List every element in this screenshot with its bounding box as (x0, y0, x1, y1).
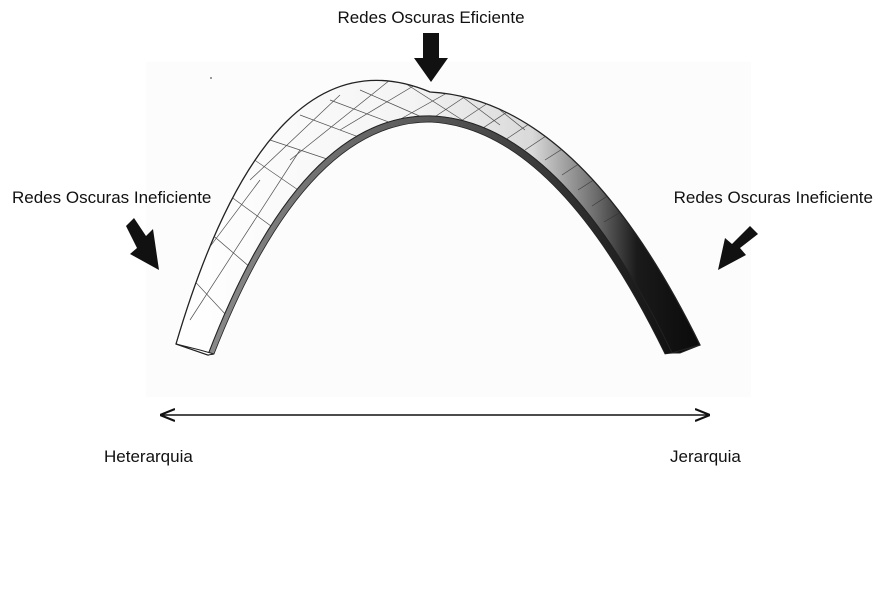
left-label: Redes Oscuras Ineficiente (12, 188, 212, 207)
right-arrow-icon (718, 226, 758, 270)
top-arrow-icon (414, 33, 448, 82)
speck-mark (210, 77, 212, 79)
left-arrow-icon (126, 218, 159, 270)
axis-left-label: Heterarquia (104, 447, 193, 466)
right-label: Redes Oscuras Ineficiente (673, 188, 873, 207)
axis-right-label: Jerarquia (670, 447, 741, 466)
top-label: Redes Oscuras Eficiente (337, 8, 525, 27)
